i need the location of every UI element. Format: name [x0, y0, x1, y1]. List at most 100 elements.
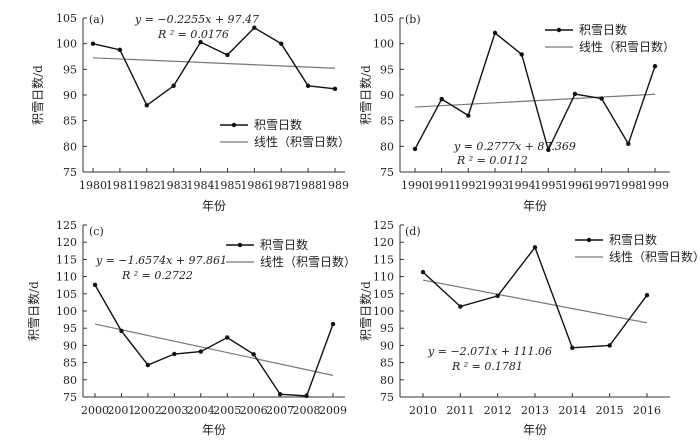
x-axis-label: 年份 — [523, 199, 547, 213]
data-point — [546, 147, 551, 153]
data-point — [277, 392, 283, 397]
legend-series-label: 积雪日数 — [579, 22, 627, 37]
y-tick-label: 100 — [373, 38, 394, 51]
x-tick-label: 2004 — [187, 404, 215, 417]
data-point — [198, 349, 203, 354]
y-tick-label: 115 — [373, 253, 394, 266]
x-tick-label: 1984 — [187, 179, 215, 192]
legend-trend-label: 线性（积雪日数） — [609, 249, 700, 264]
y-tick-label: 110 — [373, 271, 394, 284]
data-point — [458, 304, 463, 309]
r-squared: R ² = 0.2722 — [121, 269, 193, 282]
x-tick-label: 2005 — [213, 404, 241, 417]
r-squared: R ² = 0.1781 — [451, 360, 523, 373]
x-tick-label: 1990 — [401, 179, 429, 192]
y-axis-label: 积雪日数/d — [30, 65, 45, 125]
x-axis-label: 年份 — [202, 423, 226, 437]
data-point — [532, 245, 538, 250]
data-point — [466, 113, 471, 118]
data-point — [412, 146, 418, 152]
x-tick-label: 1998 — [614, 179, 642, 192]
x-tick-label: 2007 — [266, 404, 294, 417]
x-tick-label: 1992 — [454, 179, 482, 192]
x-tick-label: 1995 — [534, 179, 562, 192]
data-point — [172, 351, 177, 357]
y-tick-label: 80 — [380, 374, 394, 387]
legend-trend-label: 线性（积雪日数） — [260, 254, 356, 269]
trend-equation: y = 0.2777x + 87.369 — [453, 140, 576, 153]
data-point — [495, 293, 500, 299]
data-point — [198, 39, 203, 45]
data-point — [492, 30, 498, 36]
y-tick-label: 100 — [56, 305, 77, 318]
x-tick-label: 2014 — [558, 404, 586, 417]
y-tick-label: 90 — [380, 89, 394, 102]
x-tick-label: 1981 — [106, 179, 134, 192]
x-tick-label: 1985 — [213, 179, 241, 192]
data-point — [644, 292, 650, 298]
y-tick-label: 85 — [63, 357, 77, 370]
y-tick-label: 95 — [380, 322, 394, 335]
data-point — [332, 86, 338, 92]
data-point — [279, 41, 284, 46]
trend-equation: y = −1.6574x + 97.861 — [95, 254, 227, 267]
legend-series-marker — [237, 242, 243, 248]
trend-line — [92, 57, 336, 69]
x-tick-label: 1987 — [267, 179, 295, 192]
y-tick-label: 120 — [56, 236, 77, 249]
legend-series-marker — [231, 122, 237, 128]
panel-label: (b) — [405, 13, 421, 26]
panel-label: (d) — [405, 225, 421, 238]
x-tick-label: 1997 — [588, 179, 616, 192]
data-point — [570, 345, 575, 351]
legend-series-label: 积雪日数 — [260, 237, 308, 252]
data-point — [251, 352, 256, 357]
legend-trend-label: 线性（积雪日数） — [254, 134, 350, 149]
data-point — [225, 52, 230, 58]
y-tick-label: 100 — [56, 38, 77, 51]
y-tick-label: 75 — [380, 391, 394, 404]
data-point — [305, 83, 311, 88]
x-tick-label: 2003 — [160, 404, 188, 417]
y-tick-label: 120 — [373, 236, 394, 249]
x-tick-label: 2016 — [633, 404, 661, 417]
trend-line — [422, 279, 648, 324]
y-tick-label: 75 — [63, 166, 77, 179]
legend-series-label: 积雪日数 — [609, 232, 657, 247]
x-tick-label: 2010 — [409, 404, 437, 417]
data-point — [304, 393, 309, 399]
panel-label: (c) — [89, 225, 104, 238]
trend-equation: y = −0.2255x + 97.47 — [134, 13, 259, 26]
y-tick-label: 80 — [380, 140, 394, 153]
x-tick-label: 2000 — [81, 404, 109, 417]
y-tick-label: 90 — [63, 89, 77, 102]
data-point — [607, 343, 612, 348]
legend-series-label: 积雪日数 — [254, 117, 302, 132]
data-point — [330, 321, 336, 327]
r-squared: R ² = 0.0112 — [456, 154, 528, 167]
data-point — [171, 83, 176, 88]
data-point — [652, 64, 658, 69]
data-point — [439, 96, 444, 102]
y-tick-label: 95 — [63, 322, 77, 335]
y-tick-label: 105 — [56, 288, 77, 301]
x-tick-label: 1980 — [79, 179, 107, 192]
data-point — [420, 269, 426, 275]
y-tick-label: 80 — [63, 374, 77, 387]
y-tick-label: 100 — [373, 305, 394, 318]
x-tick-label: 1994 — [508, 179, 536, 192]
x-tick-label: 2008 — [293, 404, 321, 417]
data-point — [225, 335, 230, 340]
x-tick-label: 1993 — [481, 179, 509, 192]
x-tick-label: 1982 — [133, 179, 161, 192]
data-point — [117, 47, 123, 53]
x-tick-label: 1996 — [561, 179, 589, 192]
series-line — [94, 284, 334, 397]
y-tick-label: 105 — [373, 12, 394, 25]
chart-panel-3: 75 80 85 90 95 100 105 110 115 120 125 200020012002… — [26, 219, 356, 437]
data-point — [572, 91, 578, 97]
x-tick-label: 1991 — [428, 179, 456, 192]
y-tick-label: 85 — [63, 115, 77, 128]
data-point — [519, 52, 524, 57]
